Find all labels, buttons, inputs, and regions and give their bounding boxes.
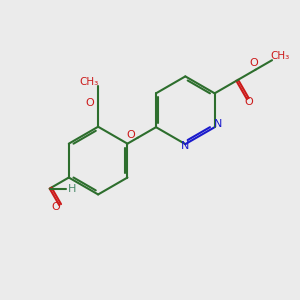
Text: O: O <box>51 202 60 212</box>
Text: N: N <box>214 119 222 129</box>
Text: O: O <box>244 97 253 107</box>
Text: O: O <box>127 130 136 140</box>
Text: O: O <box>250 58 258 68</box>
Text: H: H <box>68 184 76 194</box>
Text: CH₃: CH₃ <box>271 51 290 61</box>
Text: N: N <box>181 141 190 151</box>
Text: O: O <box>85 98 94 108</box>
Text: CH₃: CH₃ <box>80 77 99 87</box>
